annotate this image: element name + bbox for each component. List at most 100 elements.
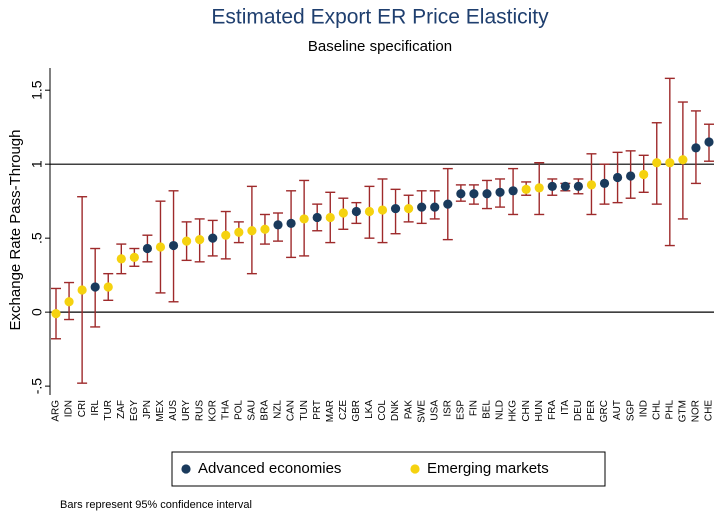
x-tick-label: MAR bbox=[325, 400, 336, 422]
point bbox=[495, 187, 505, 197]
point bbox=[482, 189, 492, 199]
point bbox=[129, 252, 139, 262]
x-tick-label: SWE bbox=[416, 400, 427, 423]
x-tick-label: ARG bbox=[51, 400, 62, 422]
x-tick-label: JPN bbox=[142, 400, 153, 419]
x-tick-label: TUN bbox=[299, 400, 310, 421]
x-tick-label: PRT bbox=[312, 400, 323, 420]
x-tick-label: NZL bbox=[273, 400, 284, 419]
x-tick-label: ITA bbox=[560, 400, 571, 415]
point bbox=[404, 203, 414, 214]
point bbox=[260, 224, 270, 234]
x-tick-label: NLD bbox=[495, 400, 506, 420]
x-tick-label: CAN bbox=[286, 400, 297, 421]
y-tick-label: 0 bbox=[29, 308, 45, 316]
y-tick-label: -.5 bbox=[29, 378, 45, 395]
y-axis-title: Exchange Rate Pass-Through bbox=[7, 130, 24, 331]
x-tick-label: CHN bbox=[521, 400, 532, 422]
point bbox=[64, 297, 74, 307]
point bbox=[338, 208, 348, 218]
point bbox=[51, 309, 61, 319]
x-tick-label: TUR bbox=[103, 400, 114, 421]
x-tick-label: SGP bbox=[625, 400, 636, 421]
footnote: Bars represent 95% confidence interval bbox=[60, 499, 252, 511]
x-tick-label: PHL bbox=[664, 400, 675, 420]
x-tick-label: FIN bbox=[469, 400, 480, 416]
point bbox=[691, 143, 701, 153]
x-tick-label: KOR bbox=[207, 400, 218, 422]
x-tick-label: CRI bbox=[77, 400, 88, 417]
x-tick-label: CHL bbox=[651, 400, 662, 420]
x-tick-label: IDN bbox=[64, 400, 75, 417]
point bbox=[430, 202, 440, 212]
x-tick-label: USA bbox=[429, 400, 440, 421]
point bbox=[351, 206, 361, 217]
point bbox=[390, 203, 401, 214]
x-tick-label: FRA bbox=[547, 400, 558, 420]
x-tick-label: COL bbox=[377, 400, 388, 421]
point bbox=[182, 236, 192, 246]
point bbox=[208, 233, 218, 243]
x-tick-label: HKG bbox=[508, 400, 519, 422]
point bbox=[221, 230, 231, 240]
point bbox=[534, 183, 544, 193]
point bbox=[456, 189, 466, 199]
point bbox=[626, 171, 636, 181]
x-tick-label: POL bbox=[233, 400, 244, 420]
x-tick-label: PAK bbox=[403, 400, 414, 420]
x-tick-label: NOR bbox=[691, 400, 702, 422]
legend-marker bbox=[181, 464, 191, 474]
x-tick-label: GRC bbox=[599, 400, 610, 422]
point bbox=[521, 184, 531, 194]
x-tick-label: IND bbox=[638, 400, 649, 417]
point bbox=[325, 212, 335, 223]
point bbox=[508, 186, 518, 196]
x-tick-label: GTM bbox=[678, 400, 689, 422]
point bbox=[547, 181, 557, 191]
x-tick-label: SAU bbox=[247, 400, 258, 421]
point bbox=[234, 227, 244, 237]
chart-subtitle: Baseline specification bbox=[308, 38, 452, 55]
point bbox=[155, 242, 166, 252]
x-tick-label: EGY bbox=[129, 400, 140, 421]
x-tick-label: CZE bbox=[338, 400, 349, 420]
point bbox=[704, 137, 714, 147]
point bbox=[247, 226, 257, 236]
y-tick-label: 1 bbox=[29, 160, 45, 168]
x-tick-label: GBR bbox=[351, 400, 362, 422]
point bbox=[364, 206, 375, 217]
point bbox=[195, 235, 205, 245]
x-tick-label: ESP bbox=[456, 400, 467, 420]
legend-label: Emerging markets bbox=[427, 460, 549, 477]
point bbox=[273, 220, 283, 230]
point bbox=[90, 282, 100, 292]
x-tick-label: THA bbox=[220, 400, 231, 420]
legend-label: Advanced economies bbox=[198, 460, 341, 477]
point bbox=[299, 214, 309, 224]
point bbox=[469, 189, 479, 199]
point bbox=[77, 285, 87, 295]
x-tick-label: URY bbox=[181, 400, 192, 421]
x-tick-label: AUS bbox=[168, 400, 179, 421]
point bbox=[116, 254, 126, 264]
point bbox=[612, 172, 623, 183]
x-tick-label: RUS bbox=[194, 400, 205, 421]
x-tick-label: BEL bbox=[482, 400, 493, 419]
point bbox=[103, 282, 113, 292]
point bbox=[639, 169, 649, 180]
point bbox=[417, 202, 427, 212]
legend-box bbox=[171, 451, 606, 487]
point bbox=[142, 243, 153, 254]
x-tick-label: DNK bbox=[390, 400, 401, 421]
point bbox=[443, 199, 453, 209]
y-tick-label: .5 bbox=[29, 232, 45, 244]
legend-marker bbox=[410, 464, 420, 474]
point bbox=[586, 180, 597, 190]
x-tick-label: CHE bbox=[704, 400, 714, 421]
x-tick-label: IRL bbox=[90, 400, 101, 416]
x-tick-label: LKA bbox=[364, 400, 375, 419]
x-tick-label: ISR bbox=[442, 400, 453, 417]
x-tick-label: BRA bbox=[260, 400, 271, 421]
point bbox=[665, 158, 675, 168]
